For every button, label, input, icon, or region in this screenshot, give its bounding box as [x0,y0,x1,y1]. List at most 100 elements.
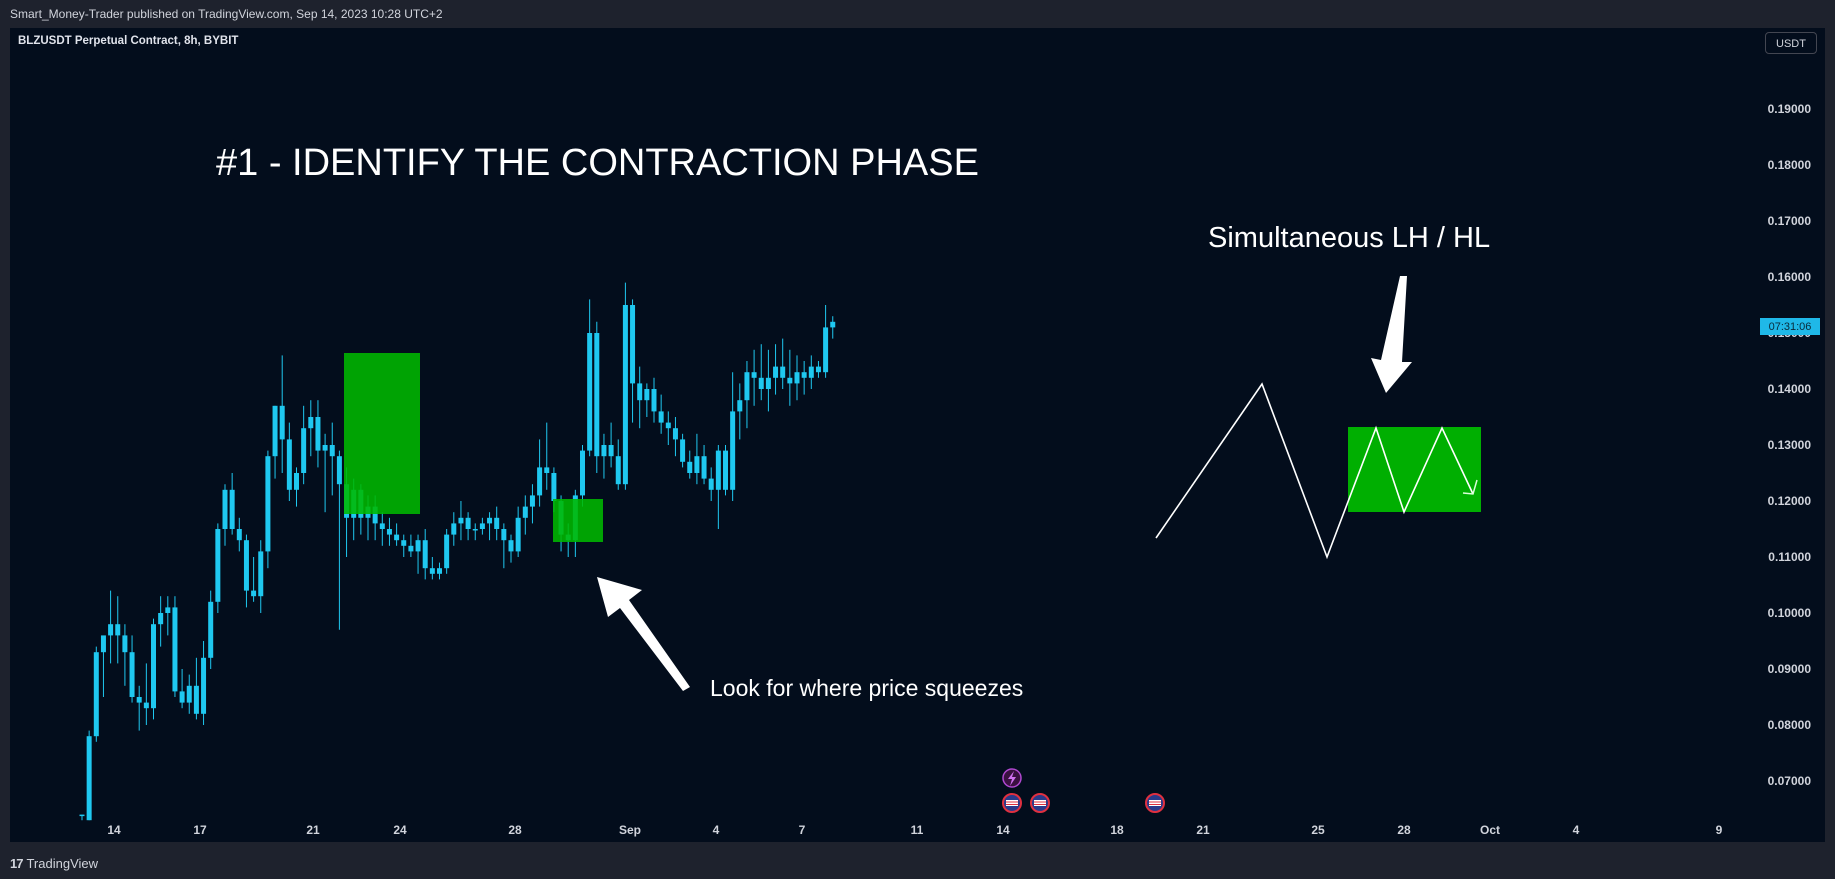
candle-body [544,467,550,473]
candle-body [479,523,485,529]
lightning-event-icon[interactable] [1002,768,1022,788]
price-tick-label: 0.10000 [1768,606,1812,620]
candle-body [758,377,764,389]
candle-body [601,445,607,457]
candle-body [723,450,728,490]
us-flag-event-icon[interactable] [1030,793,1050,813]
us-flag-event-icon[interactable] [1002,793,1022,813]
candle-body [551,473,557,501]
price-tick-label: 0.09000 [1768,662,1812,676]
candle-body [808,366,814,378]
candle-body [272,405,278,457]
candle-body [79,814,85,817]
us-flag-event-icon[interactable] [1145,793,1165,813]
candle-body [465,517,471,529]
candle-body [265,456,271,552]
candle-body [580,450,585,496]
price-tick-label: 0.11000 [1768,550,1811,564]
candle-body [587,333,593,451]
candle-body [608,445,614,457]
candle-body [522,506,528,518]
price-tick-label: 0.16000 [1768,270,1812,284]
candle-body [651,389,657,412]
candle-body [151,624,156,709]
candle-body [143,702,149,709]
price-tick-label: 0.18000 [1768,158,1812,172]
candle-body [501,529,507,541]
time-tick-label: 28 [1397,823,1411,837]
candle-body [315,417,321,451]
publisher-info: Smart_Money-Trader published on TradingV… [10,7,443,21]
candle-body [93,652,99,737]
price-tick-label: 0.08000 [1768,718,1812,732]
zigzag-pattern-line [1155,382,1474,560]
candle-body [780,366,786,378]
candle-body [394,534,400,541]
candle-body [615,456,621,485]
candle-body [201,657,207,714]
candle-body [408,545,414,552]
candle-body [379,523,385,529]
candle-body [437,568,442,574]
contraction-box-2 [553,499,603,542]
candle-body [715,450,721,490]
time-tick-label: 24 [393,823,407,837]
candle-body [765,377,771,389]
price-axis[interactable]: 0.07000 0.08000 0.09000 0.10000 0.11000 0.120… [1768,102,1812,788]
candle-body [158,613,164,625]
chart-panel[interactable] [10,28,1825,842]
time-tick-label: 4 [1573,823,1580,837]
time-tick-label: 14 [996,823,1010,837]
candle-body [236,529,242,541]
candle-body [472,529,478,531]
candle-body [401,540,407,546]
time-tick-label: 4 [713,823,720,837]
event-markers [1002,768,1165,813]
symbol-title: BLZUSDT Perpetual Contract, 8h, BYBIT [18,35,239,47]
price-tick-label: 0.07000 [1768,774,1812,788]
candle-body [165,607,171,613]
candle-body [336,456,342,485]
candle-body [422,540,428,569]
candle-body [294,473,299,490]
countdown-label: 07:31:06 [1769,321,1812,333]
candle-body [122,635,128,653]
candle-body [251,590,257,597]
time-tick-label: 7 [799,823,806,837]
candle-body [830,321,836,328]
candle-body [744,372,750,401]
candle-body [86,736,92,821]
candle-body [737,400,743,412]
time-tick-label: Sep [619,823,641,837]
currency-button[interactable]: USDT [1765,32,1817,54]
price-tick-label: 0.17000 [1768,214,1812,228]
headline-annotation: #1 - IDENTIFY THE CONTRACTION PHASE [216,142,979,184]
candle-body [208,601,214,658]
candle-body [301,428,307,473]
candle-body [701,456,707,479]
candle-body [100,635,106,653]
candle-body [308,417,314,429]
time-axis[interactable]: 14 17 21 24 28 Sep 4 7 11 14 18 21 25 28 Oct 4 9 [107,823,1722,837]
candle-body [258,551,264,597]
candle-body [115,624,121,636]
candle-body [644,389,650,401]
candle-body [215,529,221,602]
candle-body [329,445,335,457]
time-tick-label: 21 [306,823,320,837]
candle-body [186,685,192,703]
time-tick-label: 21 [1196,823,1210,837]
candle-body [787,377,793,384]
candle-body [487,517,493,524]
price-chart[interactable]: #1 - IDENTIFY THE CONTRACTION PHASE Simu… [0,0,1835,849]
candle-body [658,411,664,423]
price-tick-label: 0.14000 [1768,382,1812,396]
candle-body [386,529,392,535]
candle-body [794,372,800,384]
candle-body [823,327,829,373]
candle-body [529,495,535,507]
candle-body [694,456,700,473]
candle-body [537,467,543,496]
candle-body [243,540,249,591]
tradingview-brand[interactable]: 17 TradingView [10,856,98,871]
